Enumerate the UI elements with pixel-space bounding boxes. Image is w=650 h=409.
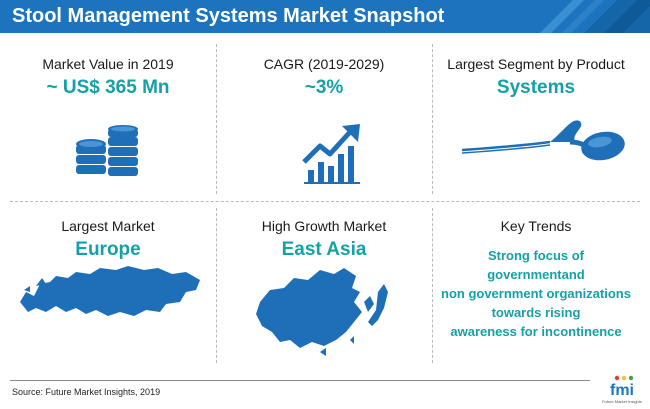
segment-value: Systems xyxy=(496,77,576,98)
svg-text:Future Market Insights: Future Market Insights xyxy=(602,399,642,404)
fmi-logo: fmi Future Market Insights xyxy=(600,375,644,407)
header-bar: Stool Management Systems Market Snapshot xyxy=(0,0,650,33)
header-decoration xyxy=(500,0,650,33)
trend-line: non government organizations xyxy=(441,286,631,301)
footer-divider xyxy=(10,380,590,381)
trend-line: Strong focus of xyxy=(487,248,585,263)
market-value-label: Market Value in 2019 xyxy=(42,56,174,72)
trends-cell: Key Trends xyxy=(432,218,640,234)
trend-line: towards rising xyxy=(491,305,581,320)
cagr-cell: CAGR (2019-2029) ~3% xyxy=(216,56,432,99)
segment-cell: Largest Segment by Product Systems xyxy=(432,56,640,99)
catheter-device-icon xyxy=(460,112,640,172)
divider-horizontal xyxy=(10,201,640,202)
divider-vertical xyxy=(216,208,217,363)
cagr-label: CAGR (2019-2029) xyxy=(263,56,385,72)
largest-market-value: Europe xyxy=(75,239,141,260)
svg-text:fmi: fmi xyxy=(610,382,634,399)
europe-map-icon xyxy=(16,262,206,322)
trends-list: Strong focus of governmentand non govern… xyxy=(432,246,640,341)
segment-label: Largest Segment by Product xyxy=(447,56,625,72)
cagr-value: ~3% xyxy=(304,77,344,98)
east-asia-map-icon xyxy=(250,262,400,362)
divider-vertical xyxy=(432,208,433,363)
coin-stack-icon xyxy=(72,125,144,185)
page-title: Stool Management Systems Market Snapshot xyxy=(12,5,445,27)
growth-market-label: High Growth Market xyxy=(261,218,387,234)
trend-line: awareness for incontinence xyxy=(450,324,622,339)
trends-label: Key Trends xyxy=(500,218,572,234)
growth-market-cell: High Growth Market East Asia xyxy=(216,218,432,261)
largest-market-label: Largest Market xyxy=(61,218,155,234)
largest-market-cell: Largest Market Europe xyxy=(0,218,216,261)
divider-vertical xyxy=(216,44,217,194)
market-value-cell: Market Value in 2019 ~ US$ 365 Mn xyxy=(0,56,216,99)
trend-line: governmentand xyxy=(487,267,585,282)
source-note: Source: Future Market Insights, 2019 xyxy=(12,387,161,397)
market-value-value: ~ US$ 365 Mn xyxy=(46,77,170,98)
growth-chart-icon xyxy=(300,122,366,186)
divider-vertical xyxy=(432,44,433,194)
growth-market-value: East Asia xyxy=(281,239,367,260)
